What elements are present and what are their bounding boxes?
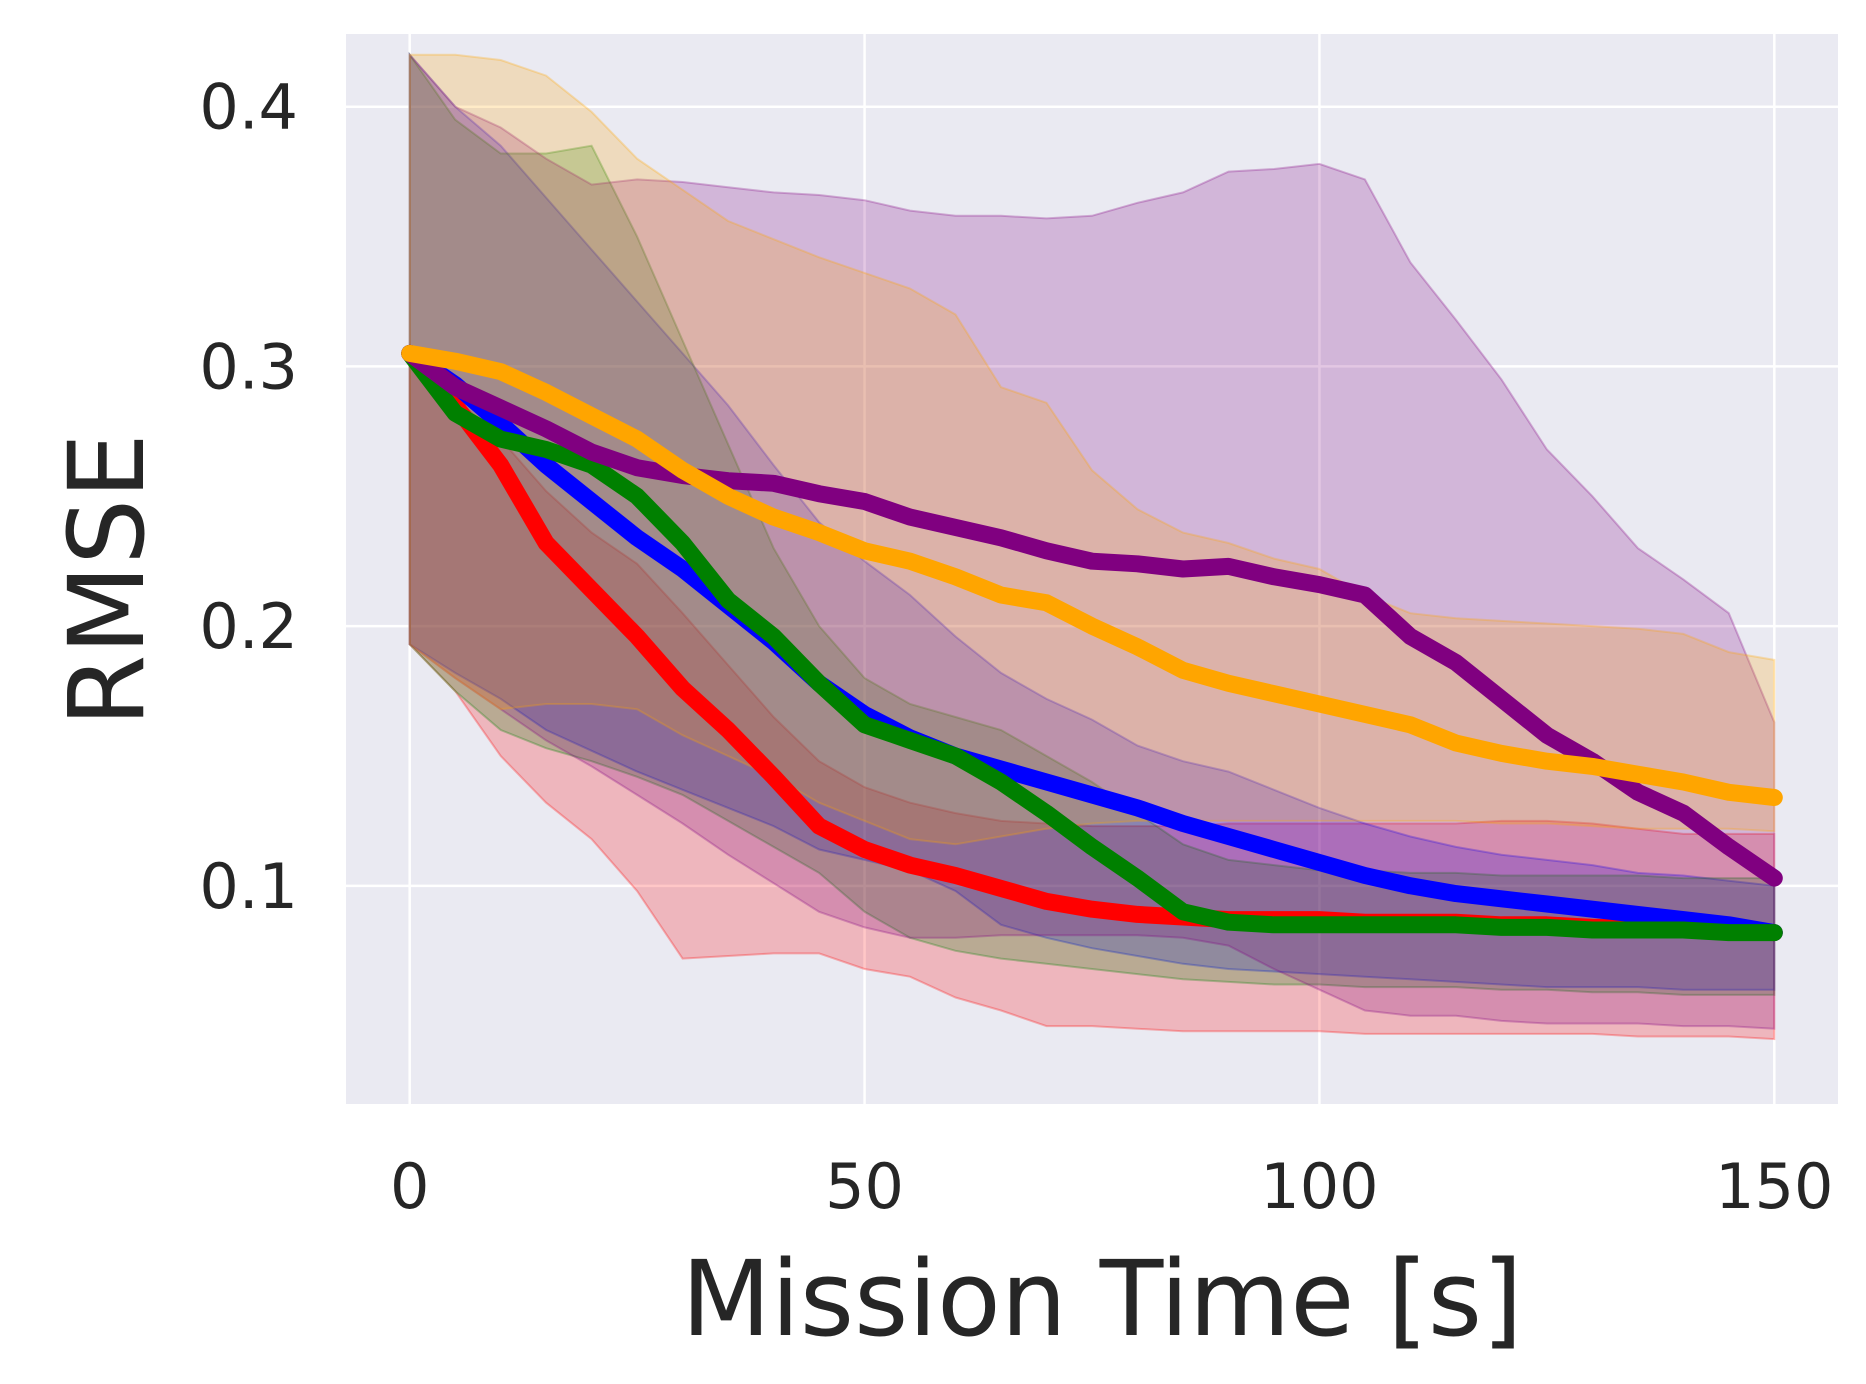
x-axis-label: Mission Time [s] [681, 1238, 1522, 1360]
series-lines [401, 344, 1783, 942]
y-tick-label: 0.3 [199, 330, 298, 403]
blue-line [401, 344, 1783, 942]
red-band [408, 351, 1776, 1041]
y-tick-label: 0.2 [199, 590, 298, 663]
x-tick-label: 100 [1260, 1150, 1378, 1223]
tick-labels: 0 50 100 150 0.1 0.2 0.3 0.4 [199, 71, 1833, 1223]
x-tick-label: 0 [390, 1150, 429, 1223]
y-axis-label: RMSE [46, 433, 168, 727]
purple-band [408, 52, 1776, 1030]
orange-line [401, 344, 1783, 806]
purple-line [401, 344, 1783, 887]
y-tick-label: 0.4 [199, 71, 298, 144]
y-tick-label: 0.1 [199, 850, 298, 923]
x-tick-label: 50 [825, 1150, 904, 1223]
green-line [401, 344, 1783, 942]
x-tick-label: 150 [1715, 1150, 1833, 1223]
